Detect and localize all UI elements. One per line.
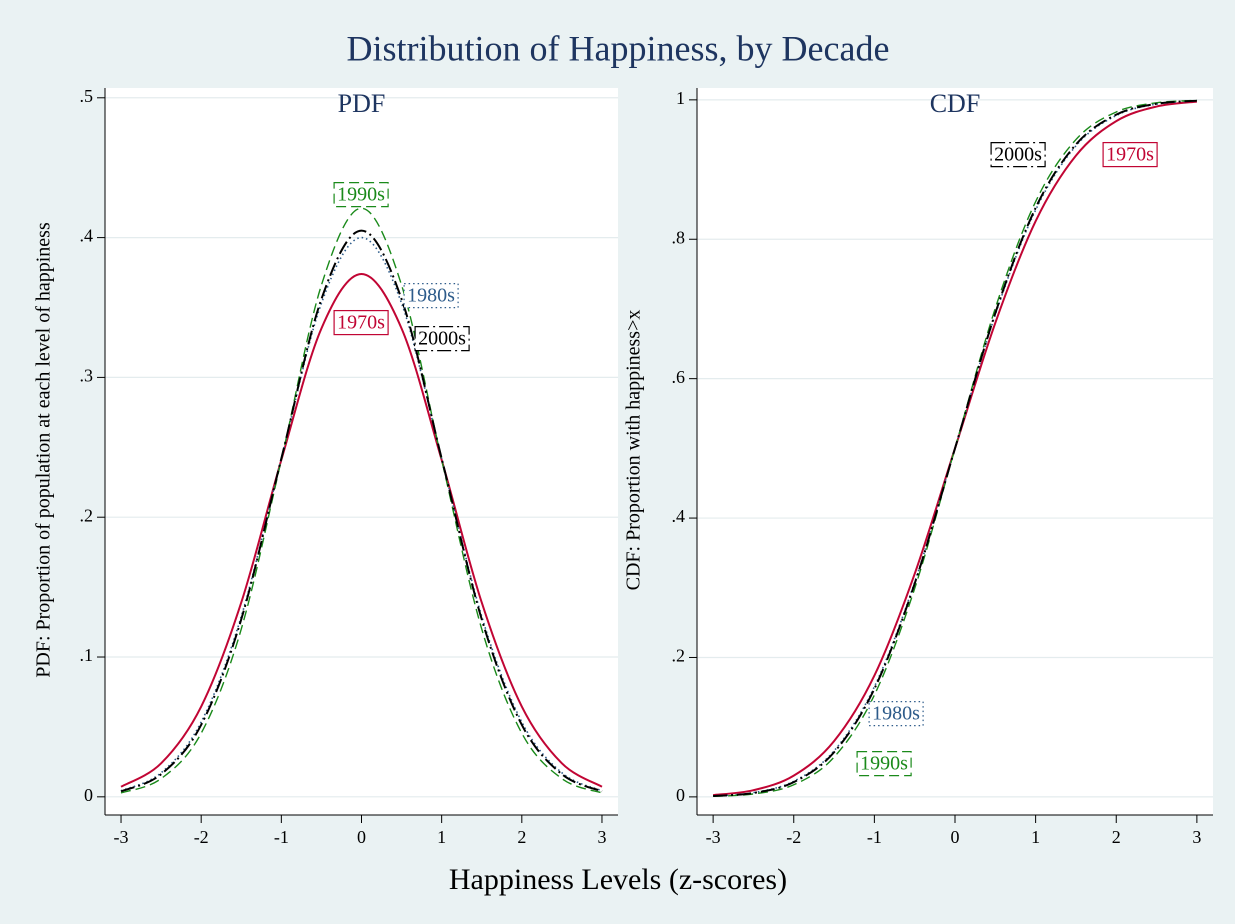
y-tick-label: .3	[80, 366, 94, 386]
y-tick-label: .4	[80, 226, 94, 246]
series-label: 1980s	[407, 285, 455, 307]
y-tick-label: .6	[672, 367, 686, 387]
x-tick-label: -2	[786, 827, 801, 847]
series-label-box	[990, 141, 1046, 168]
x-tick-label: 2	[1112, 827, 1121, 847]
y-axis-title: CDF: Proportion with happiness>x	[623, 310, 645, 591]
x-tick-label: 2	[517, 827, 526, 847]
y-tick-label: 0	[676, 785, 685, 805]
series-label: 1970s	[337, 312, 385, 334]
line-series	[120, 229, 603, 793]
x-tick-label: -3	[706, 827, 721, 847]
x-tick-label: 1	[1031, 827, 1040, 847]
y-tick-label: 0	[84, 785, 93, 805]
y-tick-label: .1	[80, 645, 94, 665]
series-label: 1980s	[872, 703, 920, 725]
x-tick-label: 1	[437, 827, 446, 847]
x-tick-label: 0	[357, 827, 366, 847]
series-label: 2000s	[994, 144, 1042, 166]
x-tick-label: -2	[194, 827, 209, 847]
series-label-box	[333, 181, 389, 208]
series-label-box	[868, 700, 924, 727]
y-tick-label: .2	[80, 505, 94, 525]
y-tick-label: 1	[676, 88, 685, 108]
y-tick-label: .8	[672, 227, 686, 247]
series-label-box	[1102, 141, 1158, 168]
panel-subtitle: CDF	[930, 89, 981, 118]
y-tick-label: .2	[672, 646, 686, 666]
line-series	[713, 99, 1197, 798]
x-axis-title: Happiness Levels (z-scores)	[449, 863, 787, 896]
x-tick-label: 3	[597, 827, 606, 847]
series-label: 1970s	[1106, 144, 1154, 166]
x-tick-label: -3	[114, 827, 129, 847]
x-tick-label: 0	[951, 827, 960, 847]
x-tick-label: 3	[1192, 827, 1201, 847]
x-tick-label: -1	[867, 827, 882, 847]
series-label: 1990s	[860, 753, 908, 775]
y-tick-label: .4	[672, 506, 686, 526]
x-tick-label: -1	[274, 827, 289, 847]
series-label-box	[403, 282, 459, 309]
plot-area	[105, 88, 618, 815]
line-series	[120, 272, 603, 788]
y-tick-label: .5	[80, 86, 94, 106]
chart-title: Distribution of Happiness, by Decade	[347, 28, 890, 68]
series-label-box	[414, 325, 470, 352]
series-label-box	[333, 309, 389, 336]
line-series	[120, 207, 603, 794]
line-series	[120, 236, 603, 792]
series-label: 1990s	[337, 184, 385, 206]
y-axis-title: PDF: Proportion of population at each le…	[33, 222, 55, 678]
series-label-box	[856, 750, 912, 777]
series-label: 2000s	[418, 328, 466, 350]
panel-subtitle: PDF	[338, 89, 386, 118]
